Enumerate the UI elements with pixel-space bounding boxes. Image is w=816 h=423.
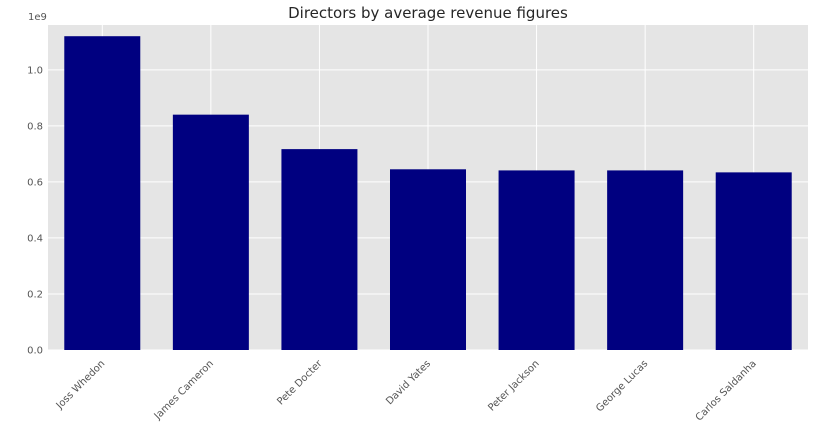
bar-carlos-saldanha <box>715 172 792 350</box>
y-offset-label: 1e9 <box>28 12 47 23</box>
y-tick-label: 0.2 <box>27 289 43 300</box>
y-tick-label: 0.0 <box>27 346 43 357</box>
y-axis-ticks: 0.0 0.2 0.4 0.6 0.8 1.0 <box>27 65 43 356</box>
bar-george-lucas <box>607 170 684 350</box>
x-tick-label: James Cameron <box>152 358 216 422</box>
x-tick-label: Peter Jackson <box>486 358 541 413</box>
bar-joss-whedon <box>64 36 141 350</box>
bar-james-cameron <box>172 114 249 350</box>
x-tick-label: Carlos Saldanha <box>694 358 759 423</box>
x-axis-ticks: Joss Whedon James Cameron Pete Docter David… <box>54 358 759 423</box>
y-tick-label: 0.4 <box>27 233 43 244</box>
y-tick-label: 0.6 <box>27 177 43 188</box>
bar-peter-jackson <box>498 170 575 350</box>
bars <box>64 36 792 350</box>
y-tick-label: 1.0 <box>27 65 43 76</box>
bar-pete-docter <box>281 149 358 350</box>
x-tick-label: Pete Docter <box>275 358 325 408</box>
bar-david-yates <box>390 169 466 350</box>
x-tick-label: Joss Whedon <box>54 358 108 412</box>
y-tick-label: 0.8 <box>27 121 43 132</box>
chart-title: Directors by average revenue figures <box>288 4 568 22</box>
x-tick-label: David Yates <box>384 358 433 407</box>
x-tick-label: George Lucas <box>594 358 650 414</box>
